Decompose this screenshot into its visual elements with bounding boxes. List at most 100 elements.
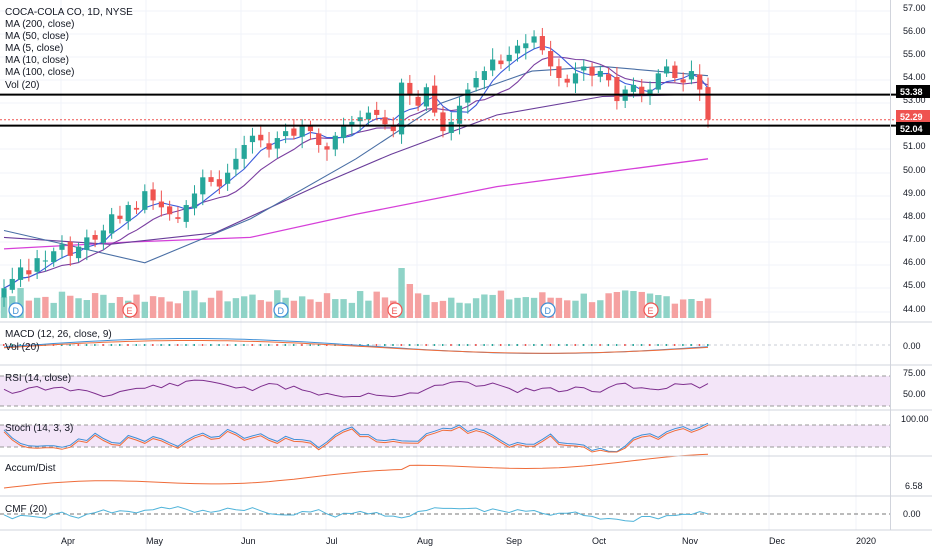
rsi-axis-hi: 75.00 [903,368,926,378]
candle-body [523,43,529,49]
price-tick: 46.00 [903,257,926,267]
macd-hist-bar [375,344,378,346]
candle-body [67,241,73,256]
candle-body [498,60,504,65]
candle-body [639,86,645,95]
volume-bar [439,300,447,318]
volume-bar [696,300,703,318]
macd-hist-bar [168,344,171,346]
candle-body [324,146,330,150]
candle-body [34,258,40,272]
candle-body [117,215,123,219]
candle-body [175,217,181,219]
volume-bar [580,293,587,318]
candle-body [150,189,156,201]
candle-body [216,179,222,187]
time-tick: Jun [241,536,256,546]
volume-bar [588,302,596,318]
time-tick: May [146,536,164,546]
macd-hist-bar [176,344,179,346]
study-ma5[interactable]: MA (5, close) [5,43,63,54]
rsi-axis-mid: 50.00 [903,389,926,399]
macd-label[interactable]: MACD (12, 26, close, 9) [5,329,112,340]
study-ma200[interactable]: MA (200, close) [5,19,74,30]
volume-bar [116,297,124,318]
candle-body [158,201,164,208]
study-ma50[interactable]: MA (50, close) [5,31,69,42]
macd-hist-bar [218,344,220,346]
event-marker-text: E [127,306,133,316]
stoch-pane [3,422,709,453]
volume-bar [141,301,148,318]
chart-grid [0,0,890,530]
macd-hist-bar [309,344,311,346]
candle-body [225,172,231,184]
macd-hist-bar [466,344,469,346]
price-axis[interactable]: 57.00 56.00 55.00 54.00 53.00 51.00 50.0… [896,3,930,519]
macd-hist-bar [259,344,262,346]
volume-bar [67,295,74,318]
macd-axis-tick: 0.00 [903,341,921,351]
price-tick: 44.00 [903,304,926,314]
macd-hist-bar [657,344,659,346]
volume-bar [655,295,662,318]
candle-body [349,121,355,125]
candle-body [208,177,214,182]
volume-bar [199,302,206,318]
volume-bar [174,303,182,318]
time-tick: Dec [769,536,786,546]
vol-label[interactable]: Vol (20) [5,342,39,353]
study-ma10[interactable]: MA (10, close) [5,55,69,66]
cmf-label[interactable]: CMF (20) [5,504,47,515]
candle-body [17,267,24,280]
volume-bar [663,296,670,318]
volume-bar [149,296,157,318]
price-tick: 56.00 [903,26,926,36]
time-tick: 2020 [856,536,876,546]
candle-body [258,134,264,141]
study-ma100[interactable]: MA (100, close) [5,67,74,78]
volume-bar [431,302,438,318]
candle-body [597,71,603,77]
volume-bar [456,302,463,318]
time-tick: Nov [682,536,699,546]
macd-hist-bar [284,344,287,346]
last-price-value: 52.29 [900,112,923,122]
volume-bar [75,298,82,318]
candle-body [142,191,148,210]
volume-bar [572,300,579,318]
candle-body [490,59,496,71]
candle-body [672,65,678,78]
volume-bar [249,294,256,318]
macd-hist-bar [615,344,618,346]
volume-bar [472,298,480,318]
macd-hist-bar [210,344,212,346]
symbol-title: COCA-COLA CO, 1D, NYSE [5,7,133,18]
volume-bar [83,300,91,318]
macd-hist-bar [649,344,651,346]
stoch-k-line [3,422,709,453]
accum-dist-label[interactable]: Accum/Dist [5,463,56,474]
macd-hist-bar [85,344,88,346]
price-tick: 53.00 [903,95,926,105]
macd-hist-bar [599,344,601,346]
ma5-line [3,45,709,289]
horizontal-levels[interactable] [0,93,896,127]
event-marker-text: E [392,306,398,316]
volume-bar [315,301,322,318]
volume-bar [340,299,347,318]
candle-body [59,244,65,250]
macd-hist-bar [234,344,237,346]
volume-bar [166,301,173,318]
stoch-label[interactable]: Stoch (14, 3, 3) [5,423,73,434]
study-vol[interactable]: Vol (20) [5,80,39,91]
rsi-line [3,379,709,398]
volume-bar [356,291,364,318]
rsi-label[interactable]: RSI (14, close) [5,373,71,384]
time-axis[interactable]: Apr May Jun Jul Aug Sep Oct Nov Dec 2020 [61,536,876,546]
candle-body [432,85,438,113]
volume-bar [406,284,414,318]
candle-body [307,125,314,132]
